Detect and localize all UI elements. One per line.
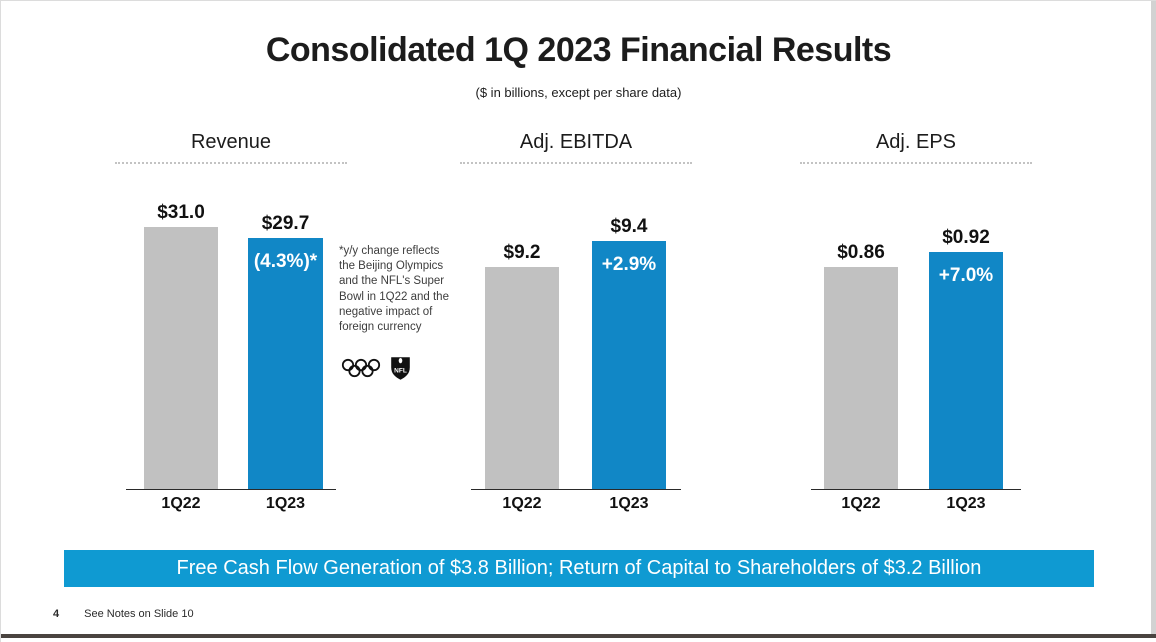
chart-eps-title: Adj. EPS bbox=[875, 131, 957, 153]
free-cash-flow-banner: Free Cash Flow Generation of $3.8 Billio… bbox=[64, 550, 1094, 587]
x-axis bbox=[471, 489, 681, 490]
page-subtitle: ($ in billions, except per share data) bbox=[475, 85, 682, 100]
divider-dotted bbox=[115, 162, 347, 164]
chart-ebitda-title: Adj. EBITDA bbox=[519, 131, 633, 153]
chart-adj-eps: Adj. EPS $0.86 $0.92 +7.0% 1Q22 1Q23 bbox=[796, 131, 1036, 531]
divider-dotted bbox=[460, 162, 692, 164]
footer: 4 See Notes on Slide 10 bbox=[53, 608, 194, 620]
bar-value-label: $9.2 bbox=[503, 242, 541, 263]
axis-label-1q23: 1Q23 bbox=[946, 495, 986, 512]
bar-value-label: $0.86 bbox=[837, 242, 885, 263]
divider-dotted bbox=[800, 162, 1032, 164]
x-axis bbox=[811, 489, 1021, 490]
footer-note: See Notes on Slide 10 bbox=[84, 608, 194, 620]
bar-value-label: $29.7 bbox=[261, 213, 310, 234]
olympic-rings-icon bbox=[341, 358, 381, 384]
change-label: +7.0% bbox=[938, 265, 994, 286]
change-label: +2.9% bbox=[601, 254, 657, 275]
bar-ebitda-1q22: $9.2 bbox=[485, 242, 559, 489]
bar-revenue-1q22: $31.0 bbox=[144, 202, 218, 489]
bar-value-label: $31.0 bbox=[157, 202, 205, 223]
page-title: Consolidated 1Q 2023 Financial Results bbox=[265, 31, 892, 69]
bar-eps-1q22: $0.86 bbox=[824, 242, 898, 489]
bar-value-label: $0.92 bbox=[942, 227, 990, 248]
chart-revenue: Revenue $31.0 $29.7 (4.3%)* 1Q22 1Q23 bbox=[111, 131, 351, 531]
bottom-accent-bar bbox=[1, 634, 1156, 638]
annotation-icons: NFL bbox=[341, 356, 411, 386]
chart-adj-ebitda: Adj. EBITDA $9.2 $9.4 +2.9% 1Q22 1Q23 bbox=[456, 131, 696, 531]
axis-label-1q22: 1Q22 bbox=[161, 495, 201, 512]
window-right-edge bbox=[1151, 1, 1156, 634]
bar-eps-1q23: $0.92 +7.0% bbox=[929, 227, 1003, 489]
bar-revenue-1q23: $29.7 (4.3%)* bbox=[248, 213, 323, 489]
nfl-shield-icon: NFL bbox=[390, 356, 411, 386]
bar-value-label: $9.4 bbox=[610, 216, 648, 237]
axis-label-1q23: 1Q23 bbox=[609, 495, 649, 512]
bar-ebitda-1q23: $9.4 +2.9% bbox=[592, 216, 666, 489]
axis-label-1q22: 1Q22 bbox=[502, 495, 542, 512]
yoy-footnote: *y/y change reflects the Beijing Olympic… bbox=[339, 245, 449, 333]
change-label: (4.3%)* bbox=[253, 251, 318, 272]
chart-revenue-title: Revenue bbox=[190, 131, 272, 153]
axis-label-1q22: 1Q22 bbox=[841, 495, 881, 512]
page-number: 4 bbox=[53, 608, 60, 620]
axis-label-1q23: 1Q23 bbox=[265, 495, 306, 512]
x-axis bbox=[126, 489, 336, 490]
svg-text:NFL: NFL bbox=[394, 368, 407, 375]
